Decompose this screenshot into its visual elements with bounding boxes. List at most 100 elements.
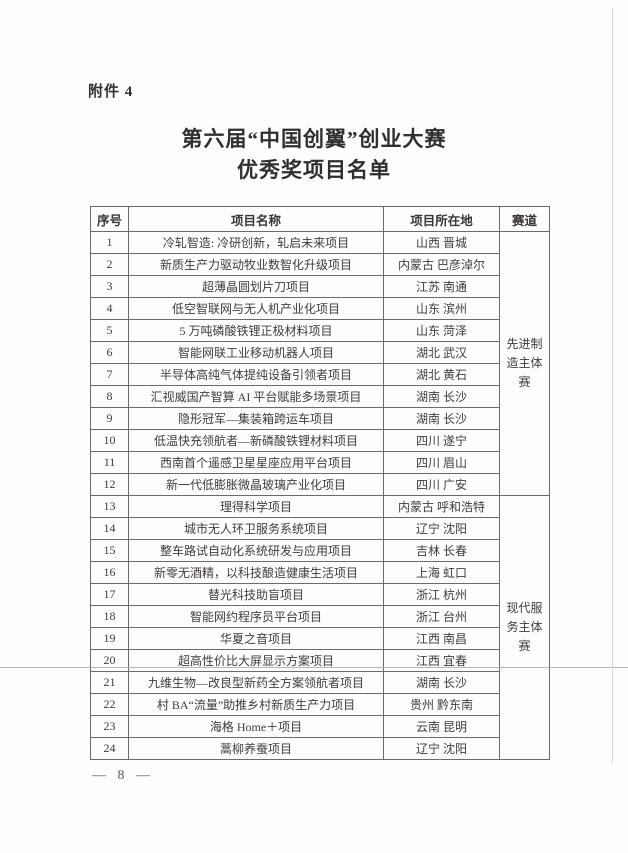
table-row: 1 冷轧智造: 冷研创新，轧启未来项目 山西 晋城 先进制造主体赛 bbox=[90, 231, 550, 496]
header-cell-project-name: 项目名称 bbox=[128, 206, 384, 232]
table-row: 16 新零无酒精，以科技酿造健康生活项目 上海 虹口 bbox=[90, 561, 550, 584]
project-name-cell: 汇视威国产智算 AI 平台赋能多场景项目 bbox=[128, 385, 384, 408]
row-number-cell: 13 bbox=[90, 495, 129, 518]
project-name-cell: 理得科学项目 bbox=[128, 495, 384, 518]
document-title: 第六届“中国创翼”创业大赛 优秀奖项目名单 bbox=[0, 124, 628, 186]
table-row: 23 海格 Home＋项目 云南 昆明 bbox=[90, 715, 550, 738]
document-title-line1: 第六届“中国创翼”创业大赛 bbox=[181, 127, 447, 151]
project-location-cell: 辽宁 沈阳 bbox=[383, 517, 500, 540]
table-row: 4 低空智联网与无人机产业化项目 山东 滨州 bbox=[90, 297, 550, 320]
row-number-cell: 6 bbox=[90, 341, 129, 364]
row-number-cell: 4 bbox=[90, 297, 129, 320]
table-row: 20 超高性价比大屏显示方案项目 江西 宜春 bbox=[90, 649, 550, 672]
table-row: 7 半导体高纯气体提纯设备引领者项目 湖北 黄石 bbox=[90, 363, 550, 386]
project-name-cell: 超高性价比大屏显示方案项目 bbox=[128, 649, 384, 672]
table-row: 19 华夏之音项目 江西 南昌 bbox=[90, 627, 550, 650]
project-name-cell: 5 万吨磷酸铁锂正极材料项目 bbox=[128, 319, 384, 342]
row-number-cell: 12 bbox=[90, 473, 129, 496]
project-location-cell: 四川 广安 bbox=[383, 473, 500, 496]
row-number-cell: 23 bbox=[90, 715, 129, 738]
project-location-cell: 内蒙古 巴彦淖尔 bbox=[383, 253, 500, 276]
row-number-cell: 3 bbox=[90, 275, 129, 298]
row-number-cell: 10 bbox=[90, 429, 129, 452]
table-row: 11 西南首个遥感卫星星座应用平台项目 四川 眉山 bbox=[90, 451, 550, 474]
page-number: — 8 — bbox=[92, 768, 154, 783]
project-name-cell: 整车路试自动化系统研发与应用项目 bbox=[128, 539, 384, 562]
project-location-cell: 四川 眉山 bbox=[383, 451, 500, 474]
table-row: 14 城市无人环卫服务系统项目 辽宁 沈阳 bbox=[90, 517, 550, 540]
track-cell: 先进制造主体赛 bbox=[499, 231, 550, 496]
table-row: 3 超薄晶圆划片刀项目 江苏 南通 bbox=[90, 275, 550, 298]
table-row: 2 新质生产力驱动牧业数智化升级项目 内蒙古 巴彦淖尔 bbox=[90, 253, 550, 276]
table-header: 序号 项目名称 项目所在地 赛道 bbox=[90, 206, 550, 232]
project-location-cell: 湖南 长沙 bbox=[383, 407, 500, 430]
row-number-cell: 9 bbox=[90, 407, 129, 430]
project-location-cell: 湖南 长沙 bbox=[383, 385, 500, 408]
project-name-cell: 西南首个遥感卫星星座应用平台项目 bbox=[128, 451, 384, 474]
project-name-cell: 九维生物—改良型新药全方案领航者项目 bbox=[128, 671, 384, 694]
document-title-line2: 优秀奖项目名单 bbox=[237, 158, 391, 182]
row-number-cell: 18 bbox=[90, 605, 129, 628]
table-row: 22 村 BA“流量”助推乡村新质生产力项目 贵州 黔东南 bbox=[90, 693, 550, 716]
project-location-cell: 云南 昆明 bbox=[383, 715, 500, 738]
project-name-cell: 新零无酒精，以科技酿造健康生活项目 bbox=[128, 561, 384, 584]
table-row: 8 汇视威国产智算 AI 平台赋能多场景项目 湖南 长沙 bbox=[90, 385, 550, 408]
row-number-cell: 11 bbox=[90, 451, 129, 474]
project-name-cell: 智能网约程序员平台项目 bbox=[128, 605, 384, 628]
scan-artifact-vertical-line bbox=[612, 8, 613, 763]
table-row: 18 智能网约程序员平台项目 浙江 台州 bbox=[90, 605, 550, 628]
table-body: 1 冷轧智造: 冷研创新，轧启未来项目 山西 晋城 先进制造主体赛 2 新质生产力驱动牧业… bbox=[90, 231, 550, 760]
attachment-label: 附件 4 bbox=[88, 84, 134, 100]
table-row: 12 新一代低膨胀微晶玻璃产业化项目 四川 广安 bbox=[90, 473, 550, 496]
table-row: 10 低温快充领航者—新磷酸铁锂材料项目 四川 遂宁 bbox=[90, 429, 550, 452]
project-name-cell: 新质生产力驱动牧业数智化升级项目 bbox=[128, 253, 384, 276]
row-number-cell: 16 bbox=[90, 561, 129, 584]
project-name-cell: 低空智联网与无人机产业化项目 bbox=[128, 297, 384, 320]
project-name-cell: 海格 Home＋项目 bbox=[128, 715, 384, 738]
project-name-cell: 城市无人环卫服务系统项目 bbox=[128, 517, 384, 540]
project-location-cell: 吉林 长春 bbox=[383, 539, 500, 562]
project-name-cell: 村 BA“流量”助推乡村新质生产力项目 bbox=[128, 693, 384, 716]
project-location-cell: 辽宁 沈阳 bbox=[383, 737, 500, 760]
row-number-cell: 15 bbox=[90, 539, 129, 562]
header-cell-location: 项目所在地 bbox=[383, 206, 500, 232]
project-location-cell: 湖南 长沙 bbox=[383, 671, 500, 694]
header-cell-track: 赛道 bbox=[499, 206, 550, 232]
project-name-cell: 新一代低膨胀微晶玻璃产业化项目 bbox=[128, 473, 384, 496]
row-number-cell: 17 bbox=[90, 583, 129, 606]
project-name-cell: 低温快充领航者—新磷酸铁锂材料项目 bbox=[128, 429, 384, 452]
project-location-cell: 江苏 南通 bbox=[383, 275, 500, 298]
row-number-cell: 8 bbox=[90, 385, 129, 408]
project-location-cell: 湖北 武汉 bbox=[383, 341, 500, 364]
project-name-cell: 替光科技助盲项目 bbox=[128, 583, 384, 606]
table-row: 13 理得科学项目 内蒙古 呼和浩特 现代服务主体赛 bbox=[90, 495, 550, 760]
project-name-cell: 智能网联工业移动机器人项目 bbox=[128, 341, 384, 364]
project-location-cell: 内蒙古 呼和浩特 bbox=[383, 495, 500, 518]
header-cell-number: 序号 bbox=[90, 206, 129, 232]
row-number-cell: 14 bbox=[90, 517, 129, 540]
table-row: 21 九维生物—改良型新药全方案领航者项目 湖南 长沙 bbox=[90, 671, 550, 694]
project-name-cell: 超薄晶圆划片刀项目 bbox=[128, 275, 384, 298]
project-location-cell: 贵州 黔东南 bbox=[383, 693, 500, 716]
row-number-cell: 5 bbox=[90, 319, 129, 342]
scan-artifact-horizontal-line bbox=[0, 667, 628, 668]
project-location-cell: 上海 虹口 bbox=[383, 561, 500, 584]
project-location-cell: 湖北 黄石 bbox=[383, 363, 500, 386]
row-number-cell: 19 bbox=[90, 627, 129, 650]
project-name-cell: 蒿柳养蚕项目 bbox=[128, 737, 384, 760]
table-row: 24 蒿柳养蚕项目 辽宁 沈阳 bbox=[90, 737, 550, 760]
project-location-cell: 浙江 杭州 bbox=[383, 583, 500, 606]
table-row: 15 整车路试自动化系统研发与应用项目 吉林 长春 bbox=[90, 539, 550, 562]
table-header-row: 序号 项目名称 项目所在地 赛道 bbox=[90, 206, 550, 232]
row-number-cell: 24 bbox=[90, 737, 129, 760]
table-row: 6 智能网联工业移动机器人项目 湖北 武汉 bbox=[90, 341, 550, 364]
project-location-cell: 浙江 台州 bbox=[383, 605, 500, 628]
project-name-cell: 隐形冠军—集装箱跨运车项目 bbox=[128, 407, 384, 430]
track-cell: 现代服务主体赛 bbox=[499, 495, 550, 760]
project-location-cell: 山西 晋城 bbox=[383, 231, 500, 254]
award-projects-table: 序号 项目名称 项目所在地 赛道 1 冷轧智造: 冷研创新，轧启未来项目 山西 晋城… bbox=[90, 206, 550, 760]
project-location-cell: 山东 滨州 bbox=[383, 297, 500, 320]
table-row: 17 替光科技助盲项目 浙江 杭州 bbox=[90, 583, 550, 606]
